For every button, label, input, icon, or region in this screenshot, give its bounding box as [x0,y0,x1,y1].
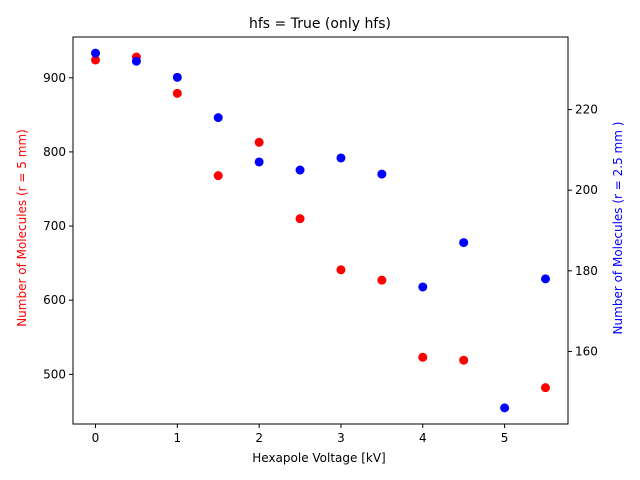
scatter-point [336,153,346,163]
plot-frame [72,36,569,425]
scatter-point [336,265,346,275]
x-tick-label: 4 [419,431,427,445]
x-tick-label: 0 [92,431,100,445]
scatter-point [541,274,550,284]
x-axis: 0 1 2 3 4 5 [92,424,509,445]
scatter-point [459,355,469,365]
left-y-tick-label: 500 [43,367,66,381]
scatter-point [295,165,305,175]
left-y-tick-label: 900 [43,71,66,85]
right-y-tick-label: 220 [575,103,598,117]
scatter-point [254,157,264,167]
scatter-point [172,72,182,82]
right-y-tick-label: 180 [575,264,598,278]
left-axis-series [91,52,550,393]
scatter-point [418,352,428,362]
scatter-point [213,171,223,181]
scatter-point [377,169,387,179]
scatter-point [377,275,387,285]
scatter-point [91,48,100,58]
right-y-tick-label: 200 [575,183,598,197]
right-y-axis: 160 180 200 220 [568,103,598,358]
right-y-axis-label: Number of Molecules (r = 2.5 mm ) [611,122,625,335]
data-points [91,48,550,413]
scatter-point [295,214,305,224]
scatter-point [500,403,510,413]
scatter-point [541,383,550,393]
left-y-axis: 500 600 700 800 900 [43,71,73,381]
left-y-tick-label: 800 [43,145,66,159]
scatter-point [459,238,469,248]
scatter-point [91,55,100,65]
chart-title: hfs = True (only hfs) [249,16,391,32]
x-tick-label: 1 [173,431,181,445]
scatter-point [418,282,428,292]
left-y-tick-label: 700 [43,219,66,233]
scatter-point [131,56,141,66]
scatter-point [213,113,223,123]
right-axis-series [91,48,550,413]
x-tick-label: 3 [337,431,345,445]
x-tick-label: 2 [255,431,263,445]
plot-area [72,36,569,425]
right-y-tick-label: 160 [575,344,598,358]
left-y-tick-label: 600 [43,293,66,307]
left-y-axis-label: Number of Molecules (r = 5 mm) [15,129,29,327]
scatter-point [172,88,182,98]
scatter-point [254,137,264,147]
x-axis-label: Hexapole Voltage [kV] [252,451,386,465]
x-tick-label: 5 [501,431,509,445]
